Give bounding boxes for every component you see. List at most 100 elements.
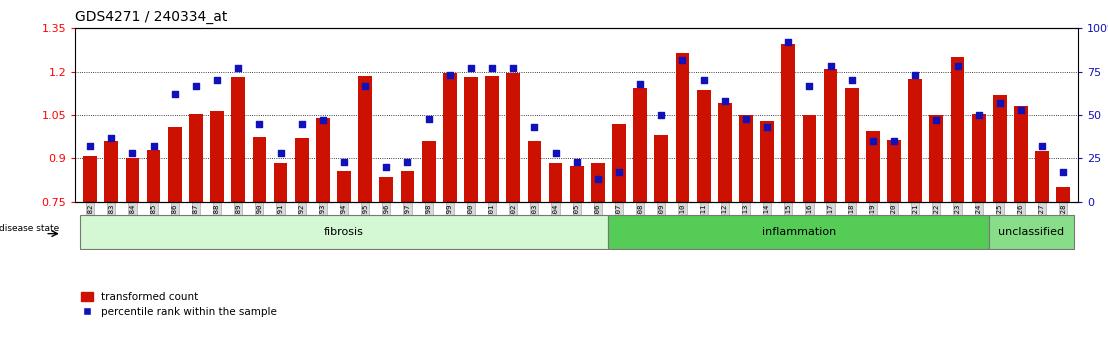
Bar [527, 141, 542, 202]
Point [632, 81, 649, 87]
Bar [1014, 106, 1028, 202]
Point [567, 159, 585, 165]
Bar [125, 159, 140, 202]
Point [864, 138, 882, 144]
Point [166, 91, 184, 97]
Bar [401, 171, 414, 202]
Bar [612, 124, 626, 202]
FancyBboxPatch shape [608, 215, 989, 249]
Bar [676, 53, 689, 202]
FancyBboxPatch shape [80, 215, 608, 249]
Bar [760, 121, 774, 202]
Point [504, 65, 522, 71]
Bar [295, 138, 308, 202]
Point [357, 83, 375, 88]
Point [927, 118, 945, 123]
Point [145, 143, 163, 149]
Point [674, 57, 691, 62]
Point [1012, 107, 1029, 113]
Bar [83, 155, 98, 202]
Bar [464, 78, 478, 202]
Point [250, 121, 268, 127]
FancyBboxPatch shape [989, 215, 1074, 249]
Bar [1035, 151, 1049, 202]
Bar [866, 131, 880, 202]
Bar [443, 73, 456, 202]
Text: inflammation: inflammation [761, 227, 835, 237]
Point [102, 135, 120, 141]
Bar [506, 73, 520, 202]
Point [420, 116, 438, 121]
Bar [274, 163, 287, 202]
Bar [211, 111, 224, 202]
Bar [739, 115, 752, 202]
Bar [888, 139, 901, 202]
Text: unclassified: unclassified [998, 227, 1065, 237]
Point [695, 78, 712, 83]
Bar [189, 114, 203, 202]
Point [970, 112, 987, 118]
Point [843, 78, 861, 83]
Bar [845, 87, 859, 202]
Point [737, 116, 755, 121]
Point [716, 98, 733, 104]
Bar [634, 87, 647, 202]
Bar [781, 44, 796, 202]
Point [208, 78, 226, 83]
Point [885, 138, 903, 144]
Point [124, 150, 142, 156]
Bar [146, 150, 161, 202]
Point [399, 159, 417, 165]
Point [462, 65, 480, 71]
Bar [253, 137, 266, 202]
Bar [930, 115, 943, 202]
Point [822, 64, 840, 69]
Point [906, 72, 924, 78]
Text: fibrosis: fibrosis [324, 227, 363, 237]
Point [187, 83, 205, 88]
Bar [909, 79, 922, 202]
Point [229, 65, 247, 71]
Legend: transformed count, percentile rank within the sample: transformed count, percentile rank withi… [81, 292, 277, 317]
Point [483, 65, 501, 71]
Bar [823, 69, 838, 202]
Bar [655, 135, 668, 202]
Bar [379, 177, 393, 202]
Point [293, 121, 310, 127]
Bar [718, 103, 731, 202]
Bar [422, 141, 435, 202]
Point [441, 72, 459, 78]
Text: GDS4271 / 240334_at: GDS4271 / 240334_at [75, 10, 228, 24]
Point [653, 112, 670, 118]
Bar [1056, 187, 1070, 202]
Bar [168, 127, 182, 202]
Bar [972, 114, 985, 202]
Bar [548, 163, 563, 202]
Point [1055, 170, 1073, 175]
Point [948, 64, 966, 69]
Bar [232, 78, 245, 202]
Point [758, 124, 776, 130]
Bar [951, 57, 964, 202]
Point [81, 143, 99, 149]
Point [1034, 143, 1051, 149]
Point [589, 176, 607, 182]
Bar [104, 141, 119, 202]
Point [335, 159, 352, 165]
Bar [802, 115, 817, 202]
Bar [697, 91, 710, 202]
Point [525, 124, 543, 130]
Bar [358, 76, 372, 202]
Point [611, 170, 628, 175]
Bar [591, 163, 605, 202]
Point [779, 39, 797, 45]
Point [546, 150, 564, 156]
Point [991, 100, 1008, 106]
Point [378, 164, 396, 170]
Bar [485, 76, 499, 202]
Bar [316, 118, 330, 202]
Bar [993, 95, 1007, 202]
Point [271, 150, 289, 156]
Point [801, 83, 819, 88]
Point [314, 118, 331, 123]
